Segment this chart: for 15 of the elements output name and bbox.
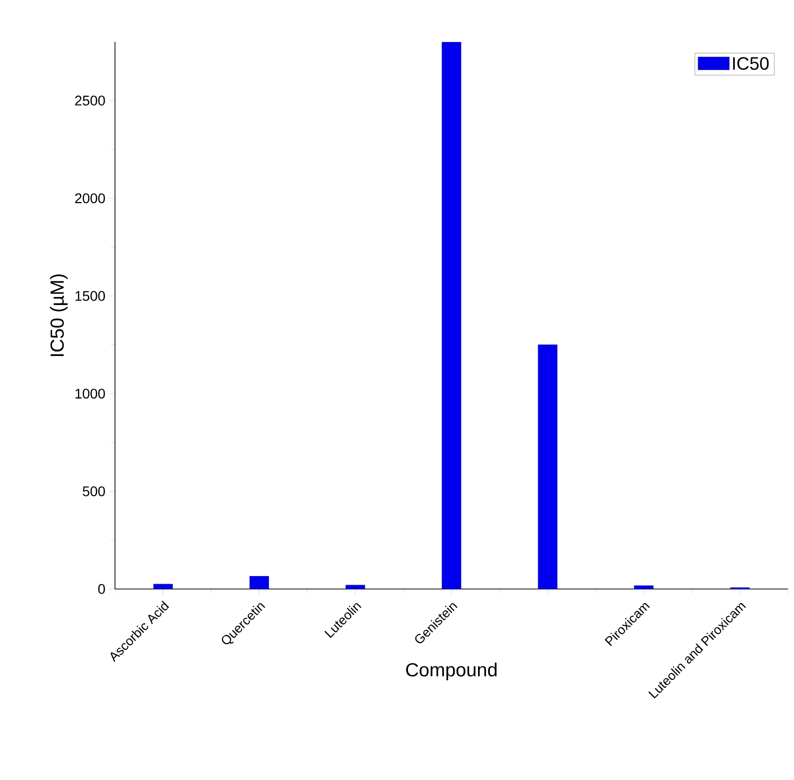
bar <box>346 584 366 589</box>
bar <box>634 585 654 589</box>
x-axis-title: Compound <box>406 662 497 680</box>
legend-label: IC50 <box>733 57 769 70</box>
bar <box>442 42 462 589</box>
y-tick-label: 1500 <box>76 291 105 301</box>
y-tick-label: 2000 <box>75 193 105 204</box>
y-tick-label: 1000 <box>76 388 105 399</box>
y-tick-label: 0 <box>98 584 105 594</box>
bar <box>153 584 173 589</box>
bar <box>538 344 558 589</box>
y-axis-title: IC50 (µM) <box>50 274 68 356</box>
y-tick-label: 2500 <box>75 96 105 106</box>
y-tick-label: 500 <box>82 486 105 496</box>
bar <box>250 576 269 589</box>
